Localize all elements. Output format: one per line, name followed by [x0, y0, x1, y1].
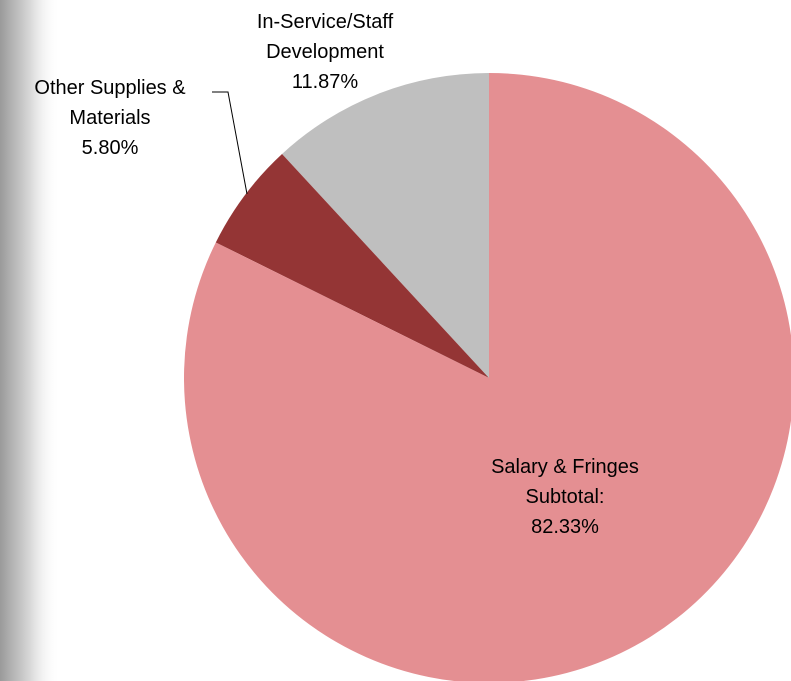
data-label: Salary & Fringes Subtotal: 82.33% [460, 452, 670, 542]
pie-slice [215, 153, 489, 378]
value-label: 82.33% [531, 516, 599, 538]
category-label: In-Service/Staff Development [256, 11, 394, 63]
pie-slice [282, 73, 489, 378]
background-photo [0, 0, 60, 681]
value-label: 11.87% [291, 71, 359, 93]
data-label: Other Supplies & Materials 5.80% [0, 73, 220, 163]
value-label: 5.80% [81, 137, 139, 159]
data-label: In-Service/Staff Development 11.87% [215, 7, 435, 97]
pie-slice [184, 73, 791, 681]
leader-line [212, 91, 248, 195]
category-label: Salary & Fringes Subtotal: [491, 456, 639, 508]
category-label: Other Supplies & Materials [34, 77, 186, 129]
